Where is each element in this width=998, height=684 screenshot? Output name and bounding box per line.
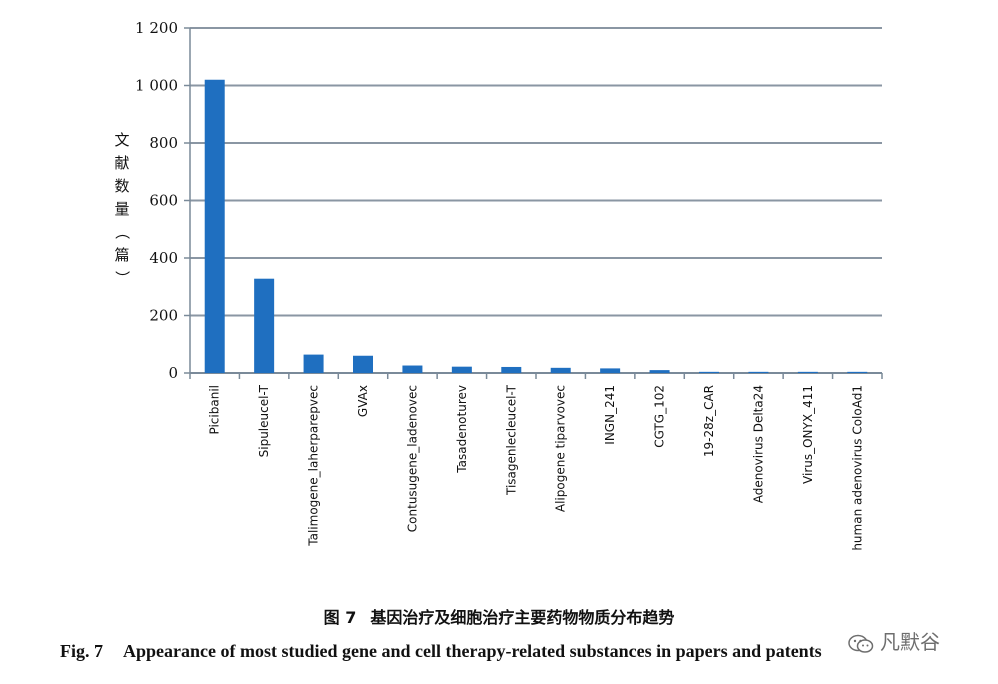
bar: [797, 371, 818, 373]
bar: [600, 368, 621, 373]
bar: [303, 354, 324, 373]
x-axis-ticks: Picibanil Sipuleucel-T Talimogene_laherpar…: [189, 373, 883, 551]
bar: [254, 278, 275, 373]
x-tick-label: Tisagenlecleucel-T: [504, 384, 518, 496]
bar: [204, 79, 225, 373]
watermark: 凡默谷: [848, 626, 940, 655]
x-tick-label: 19-28z_CAR: [702, 385, 716, 457]
x-tick-label: Sipuleucel-T: [257, 384, 271, 457]
y-tick-label: 0: [168, 364, 178, 382]
x-tick-label: INGN_241: [603, 385, 617, 445]
y-axis-label-char: （: [113, 224, 131, 239]
wechat-icon: [848, 634, 874, 653]
x-tick-label: GVAx: [356, 385, 370, 417]
x-tick-label: CGTG_102: [653, 385, 667, 448]
x-tick-label: Virus_ONYX_411: [801, 385, 815, 484]
bar: [550, 367, 571, 373]
x-tick-label: Picibanil: [208, 385, 222, 434]
x-tick-label: Tasadenoturev: [455, 385, 469, 474]
caption-cn-figure-number: 图 7: [323, 608, 357, 627]
y-axis-label-char: 数: [114, 177, 129, 195]
caption-en-figure-number: Fig. 7: [60, 641, 103, 661]
bar: [501, 366, 522, 373]
bar: [451, 366, 472, 373]
caption-cn-text: 基因治疗及细胞治疗主要药物物质分布趋势: [370, 608, 675, 627]
y-tick-label: 200: [149, 307, 178, 325]
y-tick-label: 1 000: [135, 77, 178, 95]
y-axis-label-char: 献: [114, 154, 129, 172]
bar: [847, 371, 868, 373]
y-axis-label-char: ）: [113, 270, 131, 285]
x-tick-label: Contusugene_ladenovec: [405, 385, 419, 532]
x-tick-label: Talimogene_laherparepvec: [307, 385, 321, 547]
gridlines: [184, 27, 882, 374]
bars: [204, 79, 868, 373]
y-tick-label: 800: [149, 134, 178, 152]
y-tick-label: 400: [149, 249, 178, 267]
bar: [649, 370, 670, 373]
bar: [353, 355, 373, 373]
watermark-text: 凡默谷: [880, 630, 940, 654]
y-tick-label: 1 200: [135, 19, 178, 37]
y-axis-label-char: 量: [114, 200, 129, 218]
y-axis-ticks: 0 200 400 600 800 1 000 1 200: [135, 19, 178, 382]
x-tick-label: human adenovirus ColoAd1: [850, 385, 864, 551]
bar: [699, 371, 719, 373]
y-axis-label-char: 篇: [114, 246, 129, 264]
caption-en-text: Appearance of most studied gene and cell…: [123, 641, 822, 661]
bar: [402, 365, 423, 373]
y-axis-label-char: 文: [114, 131, 129, 149]
x-tick-label: Alipogene tiparvovec: [554, 385, 568, 512]
y-tick-label: 600: [149, 192, 178, 210]
bar: [748, 371, 769, 373]
caption-chinese: 图 7 基因治疗及细胞治疗主要药物物质分布趋势: [0, 604, 998, 628]
caption-english: Fig. 7 Appearance of most studied gene an…: [60, 641, 822, 662]
x-tick-label: Adenovirus Delta24: [751, 385, 765, 503]
